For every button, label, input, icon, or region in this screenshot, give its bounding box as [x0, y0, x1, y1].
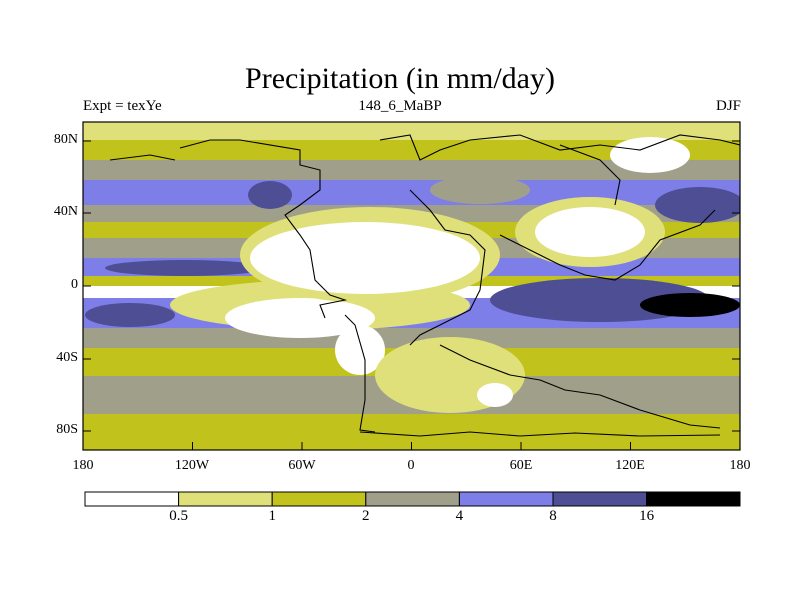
lon-label-0: 0: [407, 458, 415, 473]
run-label: 148_6_MaBP: [358, 98, 442, 114]
legend-swatch-6: [646, 491, 741, 507]
legend-swatch-4: [458, 491, 554, 507]
legend-label-0-5: 0.5: [169, 508, 188, 524]
lat-label-80s: 80S: [56, 422, 78, 437]
lon-label-180w: 180: [72, 458, 94, 473]
lon-label-60e: 60E: [509, 458, 533, 473]
legend-label-2: 2: [362, 508, 370, 524]
lon-label-120e: 120E: [615, 458, 645, 473]
map-title: Precipitation (in mm/day): [245, 62, 555, 95]
legend-swatch-0: [84, 491, 180, 507]
legend-label-16: 16: [639, 508, 655, 524]
coastlines: [109, 134, 740, 437]
lat-label-40s: 40S: [56, 350, 78, 365]
legend-label-4: 4: [455, 508, 464, 524]
precipitation-field: [83, 122, 740, 450]
lat-label-0: 0: [71, 277, 78, 292]
legend-swatch-3: [365, 491, 460, 507]
color-legend: [84, 491, 741, 507]
experiment-label: Expt = texYe: [83, 98, 162, 114]
legend-swatch-2: [271, 491, 367, 507]
legend-label-1: 1: [268, 508, 276, 524]
legend-label-8: 8: [549, 508, 557, 524]
lon-label-180e: 180: [729, 458, 751, 473]
lat-ticks: [83, 140, 740, 432]
lon-ticks: [82, 442, 741, 450]
lat-label-80n: 80N: [53, 132, 78, 147]
lat-label-40n: 40N: [53, 204, 78, 219]
season-label: DJF: [715, 98, 741, 114]
legend-swatch-5: [552, 491, 648, 507]
lon-label-120w: 120W: [174, 458, 210, 473]
legend-swatch-1: [178, 491, 273, 507]
lon-label-60w: 60W: [288, 458, 316, 473]
